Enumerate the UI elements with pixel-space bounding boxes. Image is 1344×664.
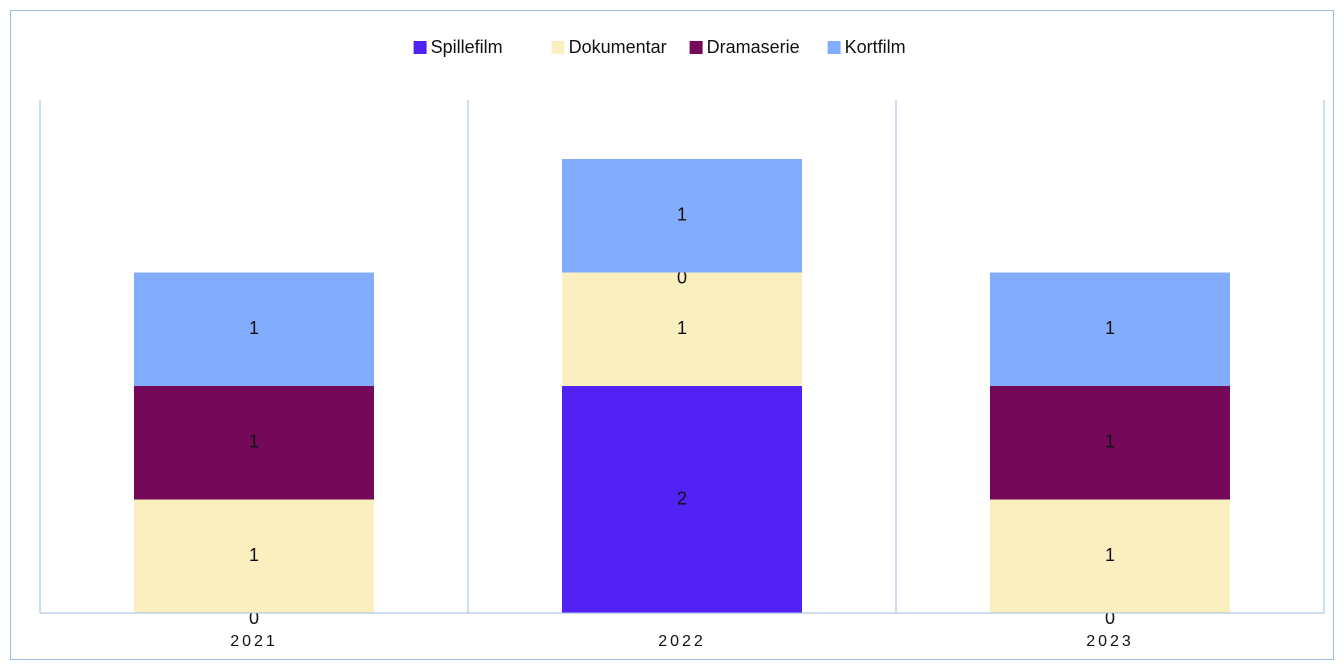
legend-label: Kortfilm (845, 37, 906, 57)
data-label: 0 (677, 267, 687, 287)
data-label: 1 (1105, 545, 1115, 565)
data-label: 1 (1105, 432, 1115, 452)
data-label: 1 (1105, 318, 1115, 338)
data-label: 1 (677, 205, 687, 225)
legend-swatch (551, 41, 565, 54)
x-tick-label: 2022 (658, 633, 706, 650)
data-label: 1 (677, 318, 687, 338)
data-label: 0 (249, 608, 259, 628)
data-label: 1 (249, 432, 259, 452)
data-label: 2 (677, 488, 687, 508)
legend-swatch (689, 41, 703, 54)
bar-segment (134, 499, 374, 613)
legend-label: Spillefilm (431, 37, 503, 57)
legend-label: Dramaserie (707, 37, 800, 57)
legend-swatch (827, 41, 841, 54)
x-tick-label: 2023 (1086, 633, 1134, 650)
legend-swatch (413, 41, 427, 54)
data-label: 0 (1105, 608, 1115, 628)
bar-segment (990, 499, 1230, 613)
bar-segment (990, 386, 1230, 500)
frame (10, 10, 1334, 660)
bar-segment (562, 159, 802, 273)
bar-segment (134, 272, 374, 387)
bar-segment (990, 272, 1230, 387)
bar-segment (562, 272, 802, 387)
x-tick-label: 2021 (230, 633, 278, 650)
legend-label: Dokumentar (569, 37, 667, 57)
data-label: 1 (249, 318, 259, 338)
bar-segment (562, 386, 802, 613)
bar-segment (134, 386, 374, 500)
data-label: 1 (249, 545, 259, 565)
